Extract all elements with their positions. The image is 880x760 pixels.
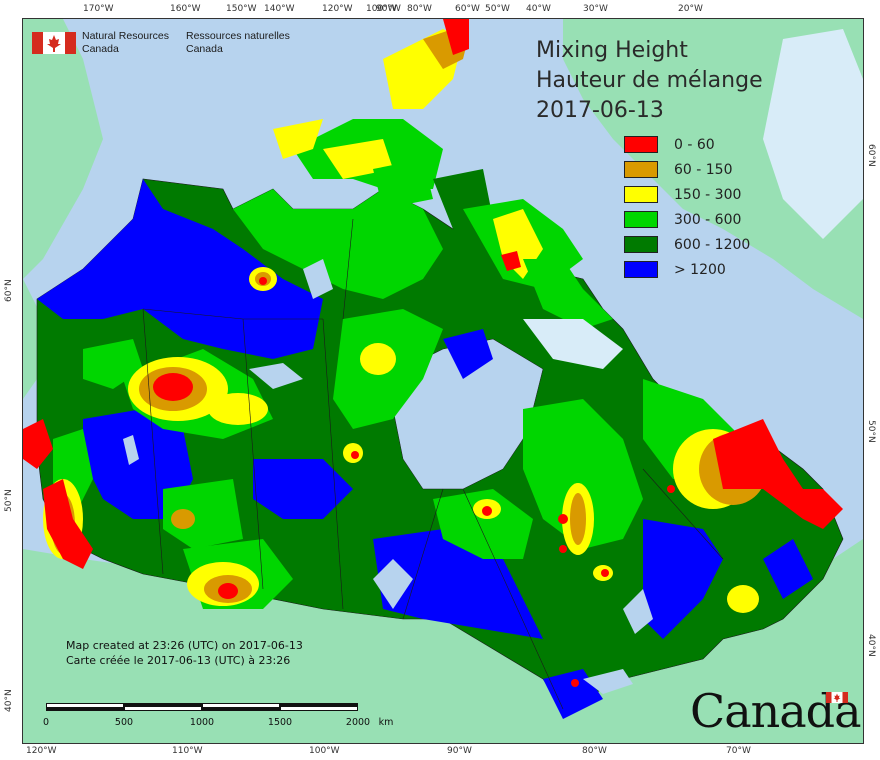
legend-swatch (624, 161, 658, 178)
scale-tick-label: 1500 (267, 717, 293, 728)
map-credits: Map created at 23:26 (UTC) on 2017-06-13… (66, 638, 303, 668)
legend-swatch (624, 136, 658, 153)
legend-label: 150 - 300 (674, 186, 742, 203)
agency-name-en-line2: Canada (82, 43, 119, 55)
graticule-label: 160°W (170, 4, 201, 14)
agency-name-fr: Ressources naturelles Canada (186, 30, 290, 56)
wordmark-flag-icon (826, 692, 848, 703)
graticule-label: 100°W (309, 746, 340, 756)
graticule-label: 50°N (4, 489, 14, 512)
legend-item: 0 - 60 (624, 132, 750, 157)
graticule-label: 120°W (26, 746, 57, 756)
legend-item: 600 - 1200 (624, 232, 750, 257)
graticule-label: 100°W (366, 4, 397, 14)
map-panel[interactable] (22, 18, 864, 744)
lakes (123, 259, 653, 694)
graticule-label: 60°W (455, 4, 480, 14)
scale-segment-fill (202, 707, 280, 711)
graticule-label: 120°W (322, 4, 353, 14)
graticule-label: 40°W (526, 4, 551, 14)
graticule-label: 150°W (226, 4, 257, 14)
credits-en: Map created at 23:26 (UTC) on 2017-06-13 (66, 639, 303, 652)
graticule-label: 90°W (447, 746, 472, 756)
legend-item: > 1200 (624, 257, 750, 282)
graticule-label: 50°N (866, 420, 876, 443)
scale-tick-label: 1000 (189, 717, 215, 728)
graticule-label: 140°W (264, 4, 295, 14)
legend-item: 300 - 600 (624, 207, 750, 232)
graticule-label: 170°W (83, 4, 114, 14)
scale-segment-fill (280, 703, 358, 707)
graticule-label: 30°W (583, 4, 608, 14)
graticule-label: 60°N (4, 279, 14, 302)
graticule-label: 70°W (726, 746, 751, 756)
graticule-label: 90°W (376, 4, 401, 14)
graticule-label: 110°W (172, 746, 203, 756)
legend-swatch (624, 261, 658, 278)
legend: 0 - 60 60 - 150 150 - 300 300 - 600 600 - 12… (624, 132, 750, 282)
scale-tick-label: 500 (114, 717, 134, 728)
legend-label: > 1200 (674, 261, 726, 278)
legend-swatch (624, 186, 658, 203)
zone-0-60 (23, 277, 843, 687)
legend-item: 150 - 300 (624, 182, 750, 207)
graticule-label: 80°W (582, 746, 607, 756)
legend-label: 60 - 150 (674, 161, 733, 178)
graticule-label: 60°N (866, 144, 876, 167)
legend-label: 0 - 60 (674, 136, 715, 153)
scale-segment-fill (124, 703, 202, 707)
legend-swatch (624, 211, 658, 228)
scale-tick-label: 0 (42, 717, 50, 728)
legend-item: 60 - 150 (624, 157, 750, 182)
graticule-label: 40°N (4, 689, 14, 712)
agency-name-fr-line1: Ressources naturelles (186, 30, 290, 42)
canada-flag-icon (32, 32, 76, 54)
scale-tick-label: 2000 (345, 717, 371, 728)
graticule-label: 40°N (866, 634, 876, 657)
map-date: 2017-06-13 (536, 98, 664, 123)
legend-label: 300 - 600 (674, 211, 742, 228)
provincial-borders (142, 218, 724, 710)
agency-name-fr-line2: Canada (186, 43, 223, 55)
agency-name-en: Natural Resources Canada (82, 30, 169, 56)
map-title-fr: Hauteur de mélange (536, 68, 763, 93)
map-title: Mixing Height Hauteur de mélange 2017-06… (536, 36, 763, 126)
scale-unit: km (378, 717, 394, 728)
graticule-label: 50°W (485, 4, 510, 14)
scale-segment-fill (46, 707, 124, 711)
credits-fr: Carte créée le 2017-06-13 (UTC) à 23:26 (66, 654, 291, 667)
legend-swatch (624, 236, 658, 253)
graticule-label: 80°W (407, 4, 432, 14)
graticule-label: 20°W (678, 4, 703, 14)
agency-name-en-line1: Natural Resources (82, 30, 169, 42)
map-title-en: Mixing Height (536, 38, 688, 63)
legend-label: 600 - 1200 (674, 236, 751, 253)
